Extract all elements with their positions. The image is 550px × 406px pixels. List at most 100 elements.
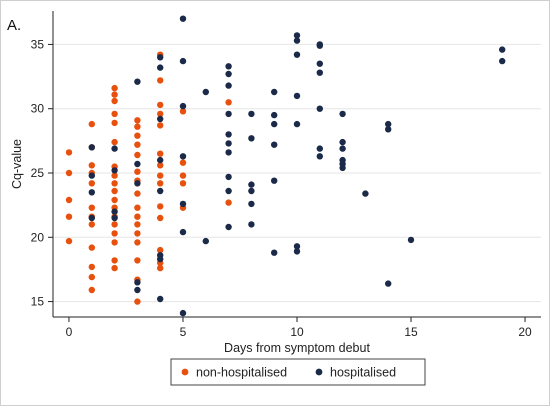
data-point-non-hospitalised — [111, 239, 118, 246]
data-point-non-hospitalised — [111, 264, 118, 272]
data-point-hospitalised — [202, 237, 209, 245]
data-point-hospitalised — [225, 63, 232, 70]
data-point-non-hospitalised — [225, 99, 232, 106]
data-point-hospitalised — [248, 200, 255, 208]
data-point-non-hospitalised — [88, 180, 96, 187]
data-point-hospitalised — [225, 70, 232, 78]
data-point-non-hospitalised — [134, 213, 141, 220]
data-point-hospitalised — [293, 120, 301, 128]
data-point-hospitalised — [111, 208, 118, 215]
data-point-hospitalised — [111, 167, 118, 174]
y-tick-label: 20 — [31, 230, 45, 244]
data-point-hospitalised — [157, 295, 164, 303]
data-point-hospitalised — [339, 164, 346, 172]
data-point-non-hospitalised — [134, 117, 141, 124]
data-point-hospitalised — [499, 46, 506, 53]
data-point-hospitalised — [362, 190, 369, 197]
data-point-hospitalised — [248, 187, 255, 195]
legend-label-non-hospitalised: non-hospitalised — [196, 366, 287, 380]
x-tick-label: 5 — [180, 325, 187, 339]
data-point-non-hospitalised — [157, 180, 164, 187]
data-point-non-hospitalised — [157, 77, 164, 84]
data-point-non-hospitalised — [65, 149, 73, 156]
data-point-hospitalised — [225, 82, 232, 89]
y-tick-label: 30 — [31, 102, 45, 116]
data-point-hospitalised — [316, 105, 323, 112]
data-point-hospitalised — [248, 181, 255, 188]
data-point-hospitalised — [316, 153, 323, 160]
data-point-hospitalised — [225, 223, 232, 231]
y-tick-label: 25 — [31, 166, 45, 180]
data-point-hospitalised — [179, 102, 187, 110]
data-point-hospitalised — [316, 69, 323, 76]
data-point-non-hospitalised — [111, 91, 118, 98]
data-point-non-hospitalised — [134, 151, 141, 159]
data-point-non-hospitalised — [157, 110, 164, 118]
data-point-hospitalised — [225, 140, 232, 147]
data-point-hospitalised — [316, 42, 323, 49]
data-point-hospitalised — [339, 110, 346, 118]
data-point-non-hospitalised — [65, 169, 73, 177]
data-point-non-hospitalised — [88, 286, 96, 294]
data-point-hospitalised — [248, 221, 255, 228]
data-point-hospitalised — [271, 177, 278, 184]
data-point-non-hospitalised — [65, 196, 73, 204]
data-point-hospitalised — [316, 145, 323, 152]
data-point-non-hospitalised — [157, 203, 164, 210]
data-point-hospitalised — [225, 131, 232, 138]
data-point-hospitalised — [134, 160, 141, 168]
data-point-non-hospitalised — [111, 221, 118, 228]
data-point-hospitalised — [225, 173, 232, 181]
data-point-non-hospitalised — [134, 257, 141, 264]
data-point-hospitalised — [271, 88, 278, 96]
data-point-hospitalised — [111, 145, 118, 152]
data-point-hospitalised — [157, 115, 164, 123]
data-point-non-hospitalised — [134, 141, 141, 148]
data-point-hospitalised — [407, 236, 415, 244]
data-point-hospitalised — [179, 153, 187, 160]
data-point-hospitalised — [248, 135, 255, 142]
data-point-non-hospitalised — [134, 123, 141, 130]
data-point-non-hospitalised — [157, 162, 164, 169]
data-point-hospitalised — [293, 248, 301, 255]
legend-marker-non-hospitalised — [181, 368, 189, 376]
data-point-non-hospitalised — [88, 204, 96, 211]
data-point-hospitalised — [339, 145, 346, 152]
x-tick-label: 10 — [290, 325, 304, 339]
data-point-non-hospitalised — [88, 263, 96, 271]
data-point-hospitalised — [179, 228, 187, 236]
data-point-non-hospitalised — [88, 120, 96, 128]
data-point-hospitalised — [339, 138, 346, 146]
data-point-non-hospitalised — [111, 257, 118, 264]
data-point-hospitalised — [88, 214, 96, 222]
data-point-hospitalised — [271, 141, 278, 148]
data-point-non-hospitalised — [88, 221, 96, 228]
points-layer — [65, 15, 506, 317]
data-point-hospitalised — [385, 280, 392, 287]
data-point-non-hospitalised — [179, 180, 187, 187]
data-point-hospitalised — [157, 156, 164, 164]
data-point-non-hospitalised — [111, 230, 118, 237]
data-point-hospitalised — [293, 32, 301, 39]
grid-layer — [53, 43, 541, 303]
data-point-hospitalised — [293, 51, 301, 58]
legend-marker-hospitalised — [315, 368, 323, 376]
data-point-non-hospitalised — [65, 213, 73, 220]
data-point-hospitalised — [271, 111, 278, 119]
data-point-hospitalised — [293, 243, 301, 250]
data-point-hospitalised — [157, 64, 164, 71]
data-point-hospitalised — [271, 249, 278, 256]
data-point-non-hospitalised — [111, 180, 118, 187]
x-axis-title: Days from symptom debut — [224, 341, 370, 355]
y-axis-title: Cq-value — [10, 139, 24, 189]
data-point-non-hospitalised — [88, 244, 96, 251]
y-tick-label: 15 — [31, 295, 45, 309]
data-point-non-hospitalised — [157, 101, 164, 109]
data-point-hospitalised — [134, 180, 141, 187]
x-tick-label: 20 — [518, 325, 532, 339]
data-point-hospitalised — [202, 88, 209, 96]
data-point-non-hospitalised — [111, 97, 118, 105]
data-point-non-hospitalised — [111, 84, 118, 92]
